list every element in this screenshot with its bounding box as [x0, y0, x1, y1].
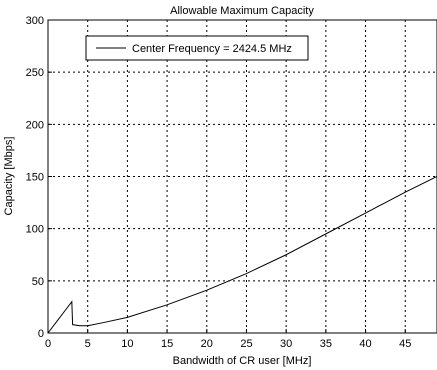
y-tick-label: 150	[26, 172, 44, 184]
grid	[48, 20, 437, 333]
legend: Center Frequency = 2424.5 MHz	[85, 35, 309, 61]
x-axis-title: Bandwidth of CR user [MHz]	[173, 355, 312, 367]
y-tick-label: 0	[38, 328, 44, 340]
y-axis-title: Capacity [Mbps]	[3, 137, 15, 216]
series-line	[47, 176, 437, 334]
series-layer	[47, 176, 437, 334]
chart-title: Allowable Maximum Capacity	[170, 5, 314, 17]
y-tick-label: 250	[26, 67, 44, 79]
y-tick-label: 300	[26, 15, 44, 27]
y-ticks: 0 50 100 150 200 250 300	[26, 15, 52, 340]
x-tick-label: 10	[121, 338, 133, 350]
y-tick-label: 50	[32, 276, 44, 288]
plot-frame	[47, 19, 437, 334]
y-tick-label: 100	[26, 224, 44, 236]
y-tick-label: 200	[26, 119, 44, 131]
legend-entry: Center Frequency = 2424.5 MHz	[132, 43, 292, 55]
x-tick-label: 30	[280, 338, 292, 350]
x-tick-label: 20	[201, 338, 213, 350]
x-tick-label: 45	[399, 338, 411, 350]
x-tick-label: 5	[85, 338, 91, 350]
x-tick-label: 25	[240, 338, 252, 350]
x-tick-label: 0	[45, 338, 51, 350]
x-tick-label: 40	[359, 338, 371, 350]
x-tick-label: 15	[161, 338, 173, 350]
x-tick-label: 35	[320, 338, 332, 350]
x-ticks: 0 5 10 15 20 25 30 35 40 45	[45, 329, 411, 350]
